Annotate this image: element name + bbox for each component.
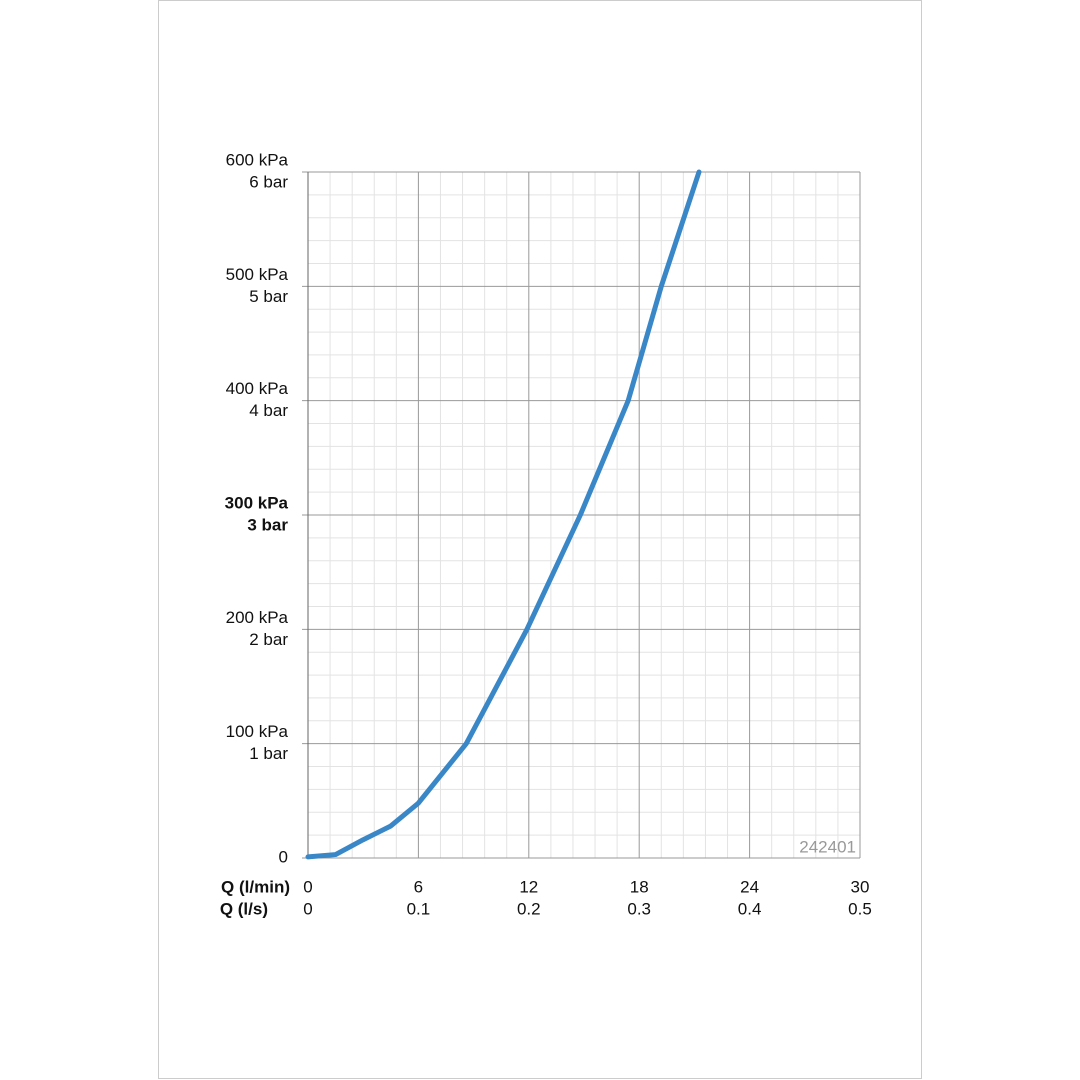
x-tick-label: 0 <box>303 877 312 896</box>
y-tick-label-bar: 5 bar <box>249 287 288 306</box>
y-tick-label: 400 kPa <box>226 379 289 398</box>
x-tick-label-ls: 0.4 <box>738 899 762 918</box>
y-tick-label: 200 kPa <box>226 608 289 627</box>
x-tick-label: 6 <box>414 877 423 896</box>
x-axis-label: Q (l/min) <box>221 877 290 896</box>
x-tick-label: 18 <box>630 877 649 896</box>
y-tick-label-bar: 1 bar <box>249 744 288 763</box>
page-frame <box>158 0 922 1079</box>
y-tick-label-bar: 6 bar <box>249 172 288 191</box>
y-tick-label-bar: 4 bar <box>249 401 288 420</box>
x-tick-label: 30 <box>851 877 870 896</box>
y-tick-label: 100 kPa <box>226 722 289 741</box>
y-tick-label: 0 <box>279 847 288 866</box>
x-tick-label: 24 <box>740 877 759 896</box>
code-label: 242401 <box>799 837 856 856</box>
x-tick-label-ls: 0.5 <box>848 899 872 918</box>
x-tick-label-ls: 0.2 <box>517 899 541 918</box>
x-tick-label-ls: 0.3 <box>627 899 651 918</box>
x-tick-label: 12 <box>519 877 538 896</box>
y-tick-label-bar: 2 bar <box>249 630 288 649</box>
y-tick-label: 600 kPa <box>226 150 289 169</box>
y-tick-label: 300 kPa <box>225 493 289 512</box>
x-tick-label-ls: 0 <box>303 899 312 918</box>
data-line <box>305 169 702 860</box>
y-tick-label-bar: 3 bar <box>247 515 288 534</box>
y-tick-label: 500 kPa <box>226 265 289 284</box>
x-axis-label: Q (l/s) <box>220 899 268 918</box>
x-tick-label-ls: 0.1 <box>407 899 431 918</box>
